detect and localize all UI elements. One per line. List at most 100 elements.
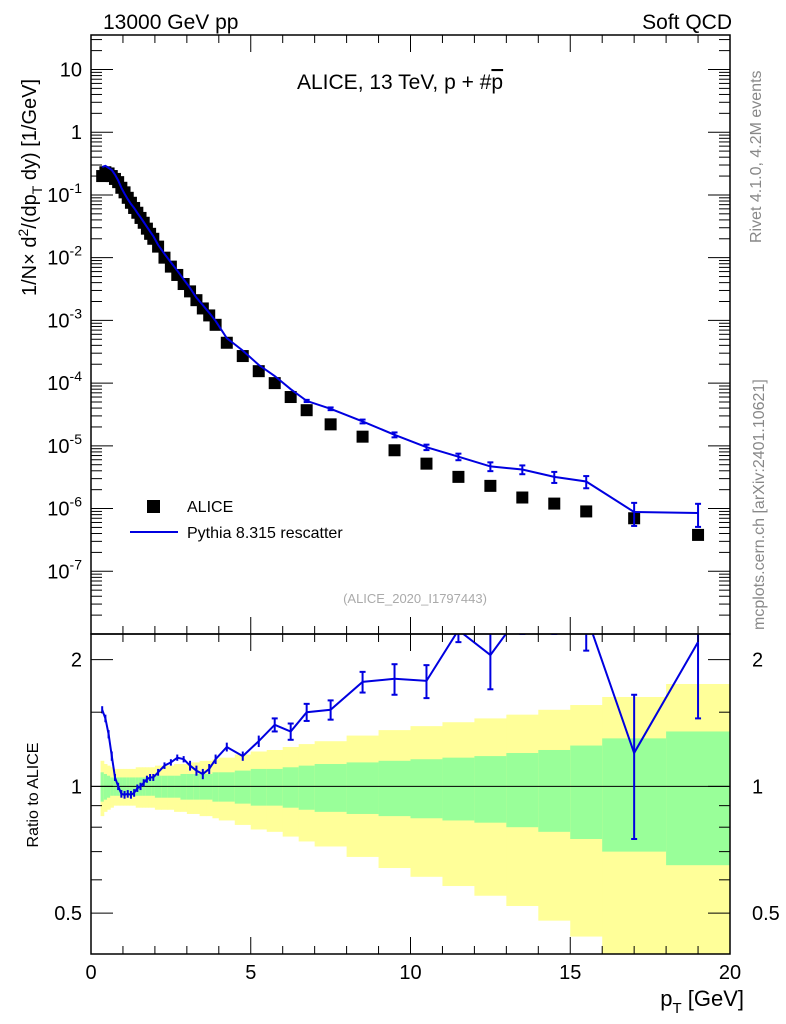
y-tick-label: 10-3 <box>47 305 82 332</box>
y-tick-label: 10-4 <box>47 368 82 395</box>
ratio-y-tick-label-left: 2 <box>71 650 82 672</box>
x-label-main: p <box>660 986 672 1011</box>
y-tick-base: 10 <box>47 248 69 270</box>
inner-uncertainty-band <box>442 757 475 821</box>
y-tick-base: 1 <box>71 122 82 144</box>
alice-data-point <box>268 377 281 390</box>
y-tick-exponent: -1 <box>70 180 83 196</box>
legend-marker-alice <box>147 500 160 513</box>
y-tick-exponent: -5 <box>70 431 83 447</box>
inner-uncertainty-band <box>100 772 105 802</box>
y-label-sub: T <box>29 185 45 194</box>
y-tick-base: 10 <box>47 499 69 521</box>
x-label-unit: [GeV] <box>682 986 744 1011</box>
y-tick-label: 10-5 <box>47 431 82 458</box>
x-tick-label: 5 <box>245 962 256 984</box>
inner-uncertainty-band <box>266 768 284 806</box>
alice-data-point <box>516 491 529 504</box>
inner-uncertainty-band <box>378 760 411 817</box>
inner-uncertainty-band <box>234 770 252 804</box>
inner-uncertainty-band <box>506 753 539 828</box>
y-label-part-a: 1/N× d <box>19 237 41 296</box>
inner-uncertainty-band <box>570 745 603 840</box>
alice-data-point <box>171 268 184 281</box>
ratio-panel: 0.5 0.5 1 1 2 2 0 5 10 15 20 Ratio to ALICE pT [G… <box>25 633 780 1017</box>
y-tick-base: 10 <box>47 185 69 207</box>
main-y-axis-label: 1/N× d2/(dpT dy) [1/GeV] <box>15 79 45 296</box>
y-label-sup: 2 <box>15 229 31 237</box>
header-category-label: Soft QCD <box>642 11 732 34</box>
pythia-series-line <box>101 164 699 514</box>
y-tick-label: 10-1 <box>47 180 82 207</box>
y-tick-base: 10 <box>47 310 69 332</box>
alice-data-point <box>300 404 313 417</box>
main-plot-title-pbar: p <box>491 71 503 94</box>
alice-data-point <box>209 318 222 331</box>
inner-uncertainty-band <box>282 767 300 808</box>
alice-data-point <box>420 457 433 470</box>
analysis-id-annotation: (ALICE_2020_I1797443) <box>343 591 487 606</box>
y-tick-label: 1 <box>71 122 82 144</box>
ratio-y-axis-label: Ratio to ALICE <box>25 743 42 848</box>
inner-uncertainty-band <box>218 772 236 802</box>
main-plot-frame <box>90 34 731 635</box>
alice-data-point <box>580 505 593 518</box>
inner-uncertainty-band <box>250 768 268 806</box>
main-plot-title-text: ALICE, 13 TeV, p + # <box>297 71 492 94</box>
inner-uncertainty-band <box>666 731 730 866</box>
main-data-layer <box>96 164 705 541</box>
x-tick-label: 15 <box>559 962 581 984</box>
alice-data-point <box>484 479 497 492</box>
ratio-axis-ticks <box>90 634 731 954</box>
ratio-y-tick-label-right: 2 <box>752 650 763 672</box>
alice-data-point <box>203 309 216 322</box>
y-tick-label: 10 <box>60 59 82 81</box>
alice-data-point <box>284 391 297 404</box>
y-tick-exponent: -4 <box>70 368 83 384</box>
alice-data-point <box>692 528 705 541</box>
y-tick-exponent: -6 <box>70 494 83 510</box>
alice-data-point <box>452 470 465 483</box>
inner-uncertainty-band <box>212 772 220 802</box>
ratio-y-tick-label-left: 1 <box>71 776 82 798</box>
inner-uncertainty-band <box>314 764 348 812</box>
inner-uncertainty-band <box>298 765 316 810</box>
y-label-part-c: dy) [1/GeV] <box>19 79 41 186</box>
y-tick-base: 10 <box>47 373 69 395</box>
ratio-uncertainty-bands <box>100 683 730 954</box>
inner-uncertainty-band <box>410 759 443 819</box>
mcplots-source-label: mcplots.cern.ch [arXiv:2401.10621] <box>751 379 768 630</box>
ratio-y-tick-label-right: 0.5 <box>752 903 780 925</box>
y-tick-base: 10 <box>60 59 82 81</box>
alice-data-point <box>324 418 337 431</box>
ratio-y-tick-label-left: 0.5 <box>54 903 82 925</box>
alice-data-point <box>356 430 369 443</box>
header-process-label: 13000 GeV pp <box>103 11 238 34</box>
main-plot-title: ALICE, 13 TeV, p + #p <box>297 71 503 94</box>
y-tick-base: 10 <box>47 561 69 583</box>
ratio-y-tick-labels: 0.5 0.5 1 1 2 2 <box>54 650 780 926</box>
y-tick-label: 10-7 <box>47 556 82 583</box>
alice-data-point <box>388 444 401 457</box>
x-tick-label: 10 <box>399 962 421 984</box>
x-label-sub: T <box>672 1000 681 1017</box>
y-tick-label: 10-2 <box>47 243 82 270</box>
alice-data-point <box>252 365 265 378</box>
inner-uncertainty-band <box>346 762 380 814</box>
y-tick-base: 10 <box>47 436 69 458</box>
legend-label-pythia: Pythia 8.315 rescatter <box>187 525 343 542</box>
y-label-part-b: /(dp <box>19 194 41 228</box>
inner-uncertainty-band <box>538 749 571 832</box>
legend-label-alice: ALICE <box>187 499 233 516</box>
alice-data-point <box>548 497 561 510</box>
x-axis-label: pT [GeV] <box>660 986 744 1017</box>
x-tick-labels: 0 5 10 15 20 <box>85 962 741 984</box>
main-axis-ticks <box>90 35 731 635</box>
inner-uncertainty-band <box>474 756 507 823</box>
y-tick-exponent: -3 <box>70 305 83 321</box>
x-tick-label: 20 <box>719 962 741 984</box>
legend: ALICE Pythia 8.315 rescatter <box>130 499 343 542</box>
